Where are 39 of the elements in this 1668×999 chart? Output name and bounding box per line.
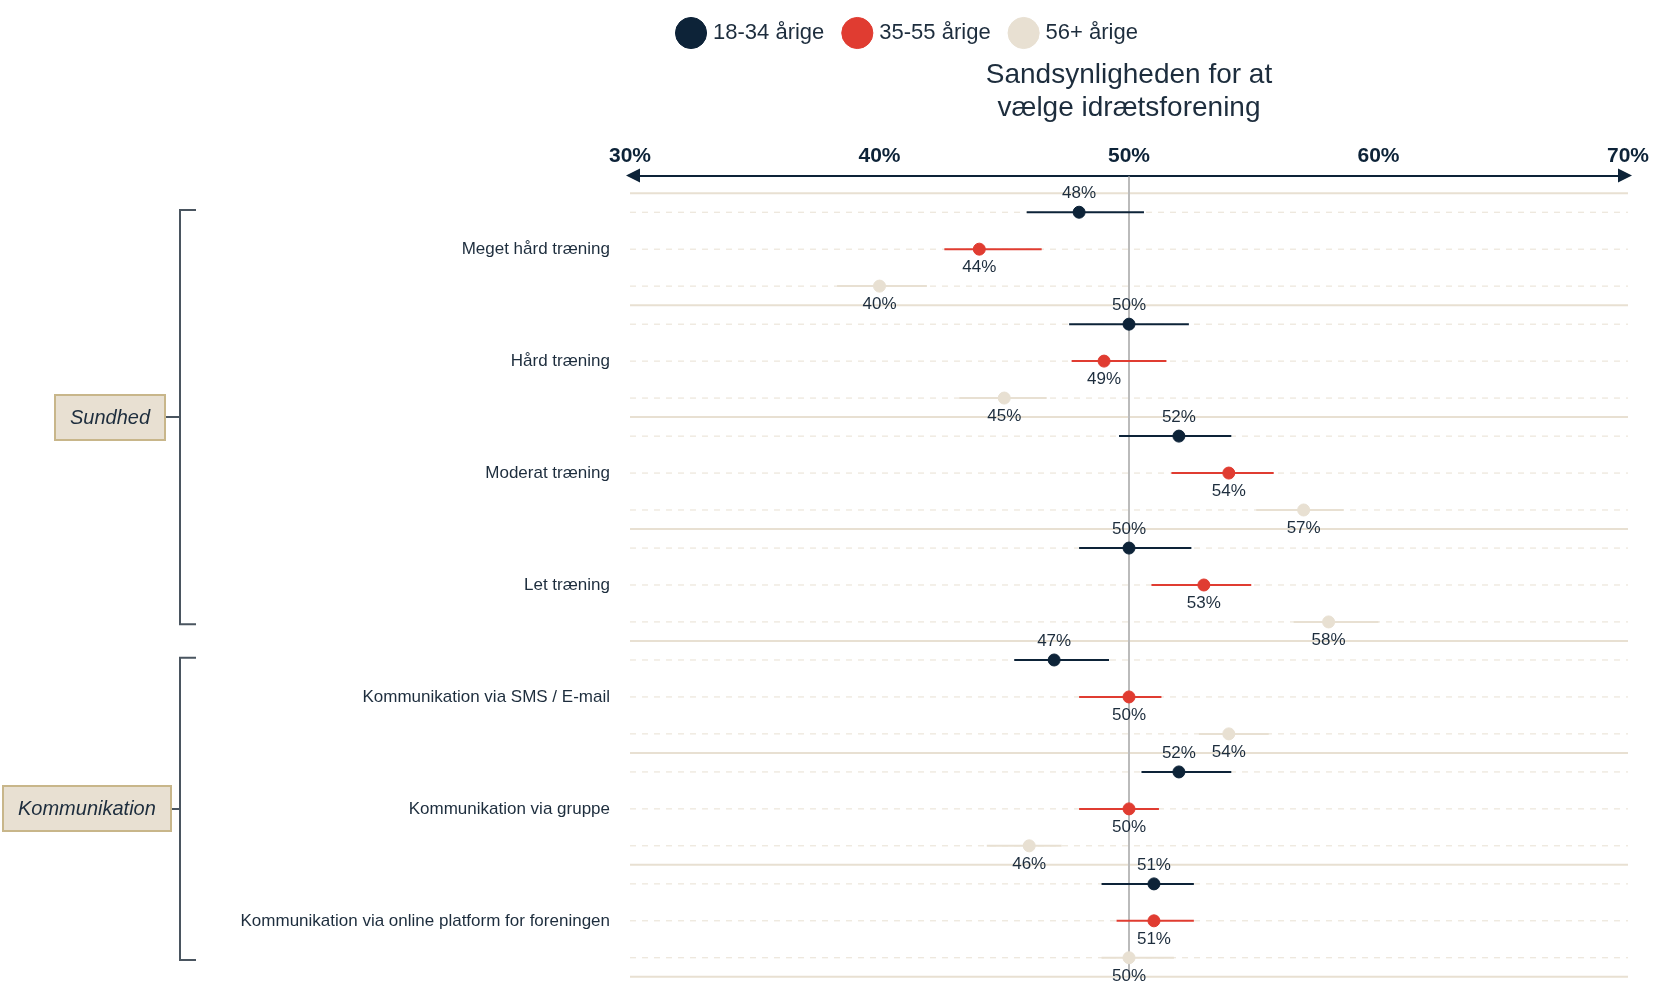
y-tick-label: Hård træning [510, 350, 610, 370]
data-label: 50% [1111, 519, 1147, 539]
data-label: 45% [987, 406, 1022, 426]
data-label: 44% [962, 257, 997, 277]
y-tick-label: Kommunikation via gruppe [408, 798, 610, 818]
data-label: 47% [1037, 631, 1072, 651]
y-tick-label: Meget hård træning [461, 238, 610, 258]
data-label: 50% [1111, 705, 1147, 725]
x-tick-label: 40% [858, 142, 901, 166]
x-axis-title: Sandsynligheden for at vælge idrætsforening [985, 57, 1273, 123]
x-tick-label: 30% [608, 142, 652, 166]
data-label: 51% [1136, 855, 1171, 875]
data-label: 53% [1186, 593, 1221, 613]
legend-label: 35-55 årige [879, 19, 991, 45]
data-label: 40% [862, 294, 897, 314]
x-tick-label: 50% [1107, 142, 1151, 166]
data-label: 52% [1161, 743, 1196, 763]
legend-label: 18-34 årige [713, 19, 825, 45]
y-tick-label: Kommunikation via SMS / E-mail [362, 686, 610, 706]
data-label: 50% [1111, 965, 1147, 985]
y-tick-label: Let træning [524, 574, 610, 594]
data-label: 46% [1012, 854, 1047, 874]
y-tick-label: Kommunikation via online platform for foreningen [240, 910, 610, 930]
y-tick-label: Moderat træning [485, 462, 610, 482]
text: Sundhed [53, 393, 166, 441]
data-label: 58% [1311, 630, 1346, 650]
data-label: 57% [1286, 518, 1321, 538]
data-label: 51% [1136, 929, 1171, 949]
data-label: 50% [1111, 817, 1147, 837]
text: Kommunikation [2, 785, 172, 833]
data-label: 50% [1111, 295, 1147, 315]
data-label: 54% [1211, 742, 1246, 762]
legend-label: 56+ årige [1045, 19, 1138, 45]
x-tick-label: 60% [1357, 142, 1400, 166]
data-label: 52% [1161, 407, 1196, 427]
data-label: 48% [1062, 183, 1097, 203]
x-tick-label: 70% [1606, 142, 1650, 166]
data-label: 49% [1087, 369, 1122, 389]
data-label: 54% [1211, 481, 1246, 501]
